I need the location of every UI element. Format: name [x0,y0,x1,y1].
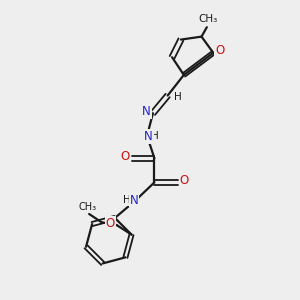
Text: N: N [144,130,153,143]
Text: O: O [106,217,115,230]
Text: CH₃: CH₃ [79,202,97,212]
Text: H: H [152,131,159,142]
Text: H: H [123,195,131,205]
Text: N: N [129,194,138,207]
Text: O: O [215,44,224,57]
Text: O: O [180,174,189,188]
Text: O: O [121,150,130,163]
Text: H: H [174,92,182,102]
Text: N: N [142,105,151,118]
Text: CH₃: CH₃ [199,14,218,24]
